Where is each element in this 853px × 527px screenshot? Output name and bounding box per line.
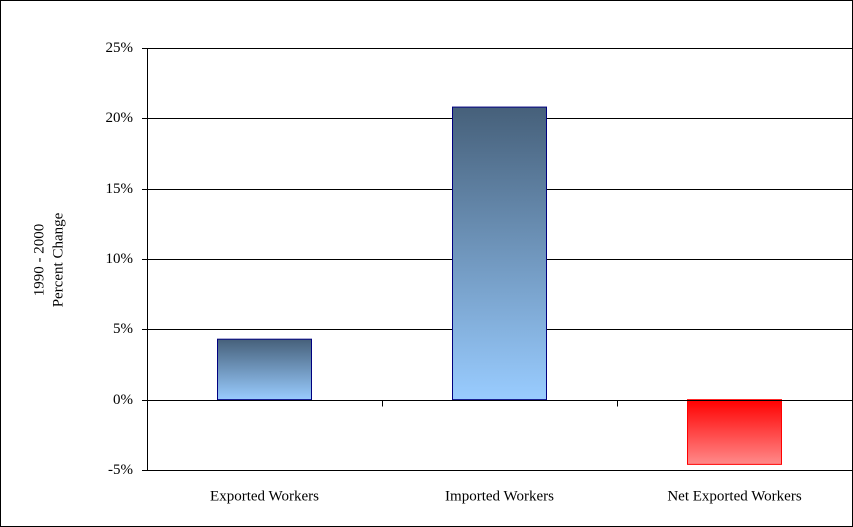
bar	[687, 399, 782, 465]
y-tick-label: 15%	[106, 181, 134, 197]
x-tick-label: Exported Workers	[210, 488, 319, 504]
y-axis-label: 1990 - 2000	[31, 224, 47, 297]
x-tick-label: Imported Workers	[445, 488, 554, 504]
y-tick-label: 10%	[106, 251, 134, 267]
y-tick-label: 0%	[113, 392, 133, 408]
bar	[452, 106, 547, 401]
y-axis-label: Percent Change	[50, 212, 66, 307]
y-tick-label: 5%	[113, 321, 133, 337]
y-tick-label: 25%	[106, 40, 134, 56]
x-tick-label: Net Exported Workers	[667, 488, 801, 504]
y-tick-label: 20%	[106, 110, 134, 126]
bar	[217, 338, 312, 401]
y-tick-label: -5%	[108, 462, 133, 478]
